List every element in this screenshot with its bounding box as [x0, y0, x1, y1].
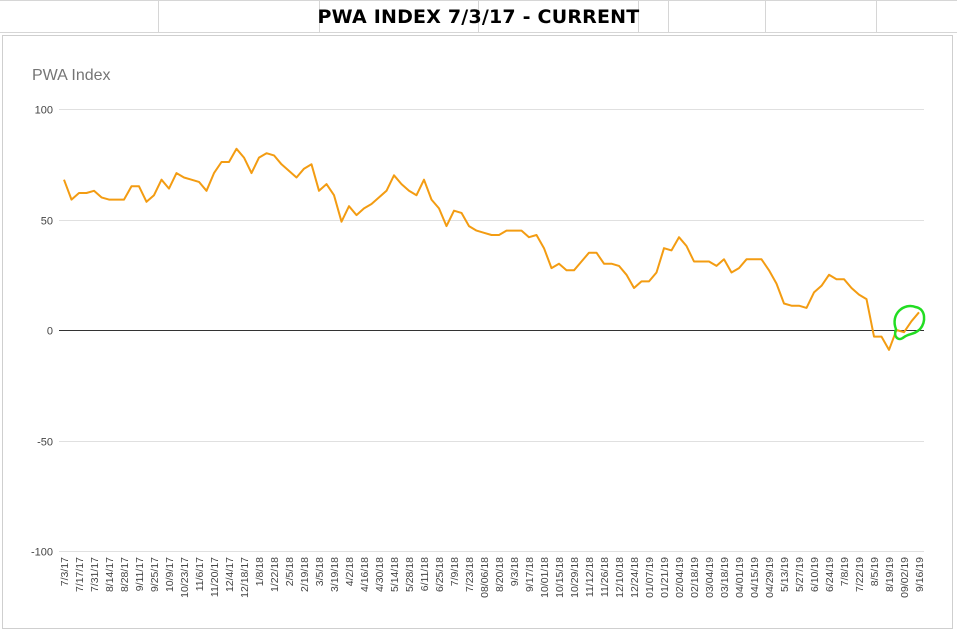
- x-tick-label: 8/20/18: [494, 557, 506, 592]
- annotation-layer: [893, 304, 926, 341]
- x-tick-label: 12/24/18: [629, 557, 641, 598]
- x-tick-label: 5/28/18: [404, 557, 416, 592]
- x-tick-label: 1/22/18: [269, 557, 281, 592]
- x-tick-label: 12/10/18: [614, 557, 626, 598]
- x-axis-ticks: 7/3/17 7/17/17 7/31/17 8/14/17 8/28/17 9/11/1…: [59, 557, 926, 598]
- series-line: [63, 147, 920, 351]
- x-tick-label: 2/19/18: [299, 557, 311, 592]
- x-tick-label: 6/25/18: [434, 557, 446, 592]
- x-tick-label: 5/27/19: [794, 557, 806, 592]
- x-tick-label: 11/12/18: [584, 557, 596, 597]
- x-tick-label: 04/15/19: [749, 557, 761, 598]
- x-tick-label: 01/21/19: [659, 557, 671, 598]
- y-axis-ticks: 100 50 0 -50 -100: [31, 105, 53, 559]
- x-tick-label: 3/19/18: [329, 557, 341, 592]
- y-tick-label: 50: [41, 216, 53, 228]
- y-tick-label: -100: [31, 547, 53, 559]
- x-tick-label: 10/29/18: [569, 557, 581, 598]
- x-tick-label: 02/04/19: [674, 557, 686, 598]
- x-tick-label: 04/01/19: [734, 557, 746, 598]
- x-tick-label: 7/17/17: [74, 557, 86, 592]
- x-tick-label: 08/06/18: [479, 557, 491, 598]
- x-tick-label: 10/01/18: [539, 557, 551, 598]
- x-tick-label: 8/28/17: [119, 557, 131, 592]
- x-tick-label: 10/23/17: [179, 557, 191, 598]
- x-tick-label: 02/18/19: [689, 557, 701, 598]
- x-tick-label: 6/11/18: [419, 557, 431, 591]
- y-tick-label: 0: [47, 326, 53, 338]
- x-tick-label: 11/20/17: [209, 557, 221, 597]
- chart-frame[interactable]: PWA Index 100 50 0 -50 -100 7/3/17 7/17/17 7/3…: [2, 35, 953, 629]
- x-tick-label: 8/14/17: [104, 557, 116, 592]
- x-tick-label: 9/3/18: [509, 557, 521, 586]
- x-tick-label: 7/23/18: [464, 557, 476, 592]
- sheet-title: PWA INDEX 7/3/17 - CURRENT: [317, 6, 640, 28]
- x-tick-label: 10/15/18: [554, 557, 566, 598]
- x-tick-label: 8/5/19: [869, 557, 881, 586]
- x-tick-label: 3/5/18: [314, 557, 326, 586]
- highlight-circle: [893, 304, 926, 341]
- x-tick-label: 12/4/17: [224, 557, 236, 592]
- x-tick-label: 9/16/19: [914, 557, 926, 592]
- x-tick-label: 8/19/19: [884, 557, 896, 592]
- x-tick-label: 6/24/19: [824, 557, 836, 592]
- x-tick-label: 12/18/17: [239, 557, 251, 598]
- x-tick-label: 6/10/19: [809, 557, 821, 592]
- x-tick-label: 03/04/19: [704, 557, 716, 598]
- x-tick-label: 01/07/19: [644, 557, 656, 598]
- x-tick-label: 7/9/18: [449, 557, 461, 586]
- x-tick-label: 7/31/17: [89, 557, 101, 592]
- x-tick-label: 4/16/18: [359, 557, 371, 592]
- x-tick-label: 2/5/18: [284, 557, 296, 586]
- x-tick-label: 5/14/18: [389, 557, 401, 592]
- x-tick-label: 7/8/19: [839, 557, 851, 586]
- chart-title: PWA Index: [32, 67, 111, 84]
- x-tick-label: 11/26/18: [599, 557, 611, 597]
- x-tick-label: 9/11/17: [134, 557, 146, 591]
- y-tick-label: -50: [37, 437, 53, 449]
- line-chart: PWA Index 100 50 0 -50 -100 7/3/17 7/17/17 7/3…: [31, 67, 926, 598]
- y-tick-label: 100: [35, 105, 53, 117]
- x-tick-label: 09/02/19: [899, 557, 911, 598]
- series-layer: [63, 147, 920, 351]
- x-tick-label: 9/25/17: [149, 557, 161, 592]
- x-tick-label: 7/22/19: [854, 557, 866, 592]
- x-tick-label: 1/8/18: [254, 557, 266, 586]
- x-tick-label: 4/30/18: [374, 557, 386, 592]
- gridlines: [59, 109, 924, 552]
- x-tick-label: 03/18/19: [719, 557, 731, 598]
- x-tick-label: 5/13/19: [779, 557, 791, 592]
- x-tick-label: 11/6/17: [194, 557, 206, 591]
- x-tick-label: 7/3/17: [59, 557, 71, 586]
- x-tick-label: 4/2/18: [344, 557, 356, 586]
- x-tick-label: 9/17/18: [524, 557, 536, 592]
- x-tick-label: 10/9/17: [164, 557, 176, 592]
- x-tick-label: 04/29/19: [764, 557, 776, 598]
